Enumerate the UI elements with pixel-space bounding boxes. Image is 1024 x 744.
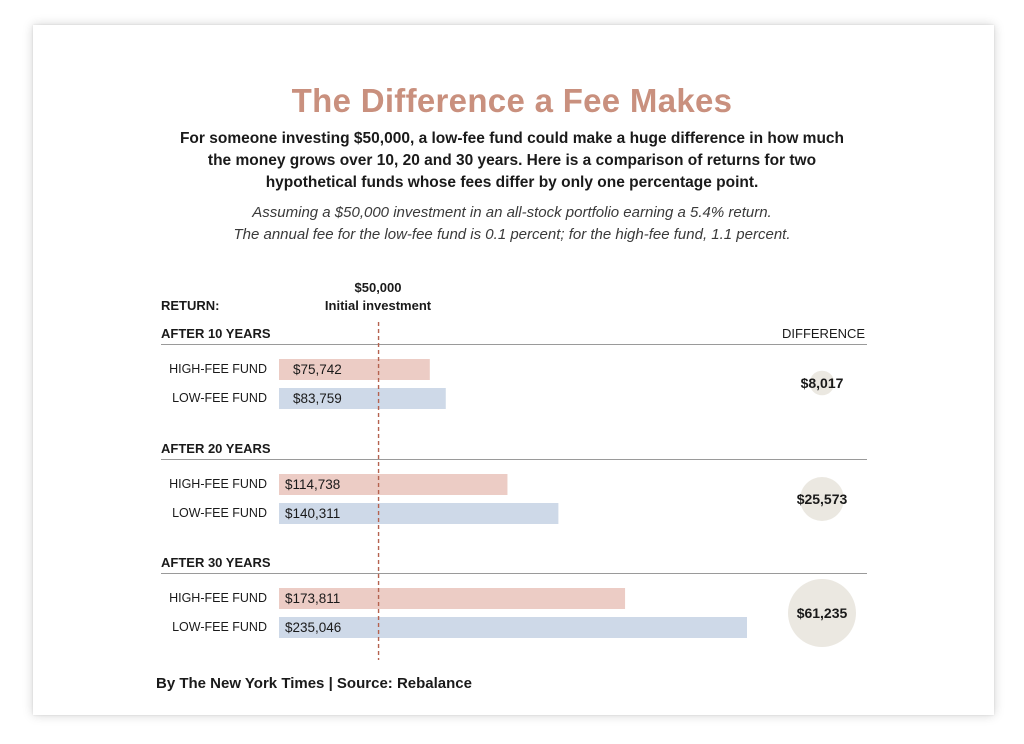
fund-label: HIGH-FEE FUND [169, 477, 267, 491]
fund-label: LOW-FEE FUND [172, 620, 267, 634]
difference-circle [788, 579, 856, 647]
bar-value-label: $114,738 [285, 477, 340, 492]
difference-circle [800, 477, 844, 521]
fund-label: LOW-FEE FUND [172, 506, 267, 520]
bar-value-label: $235,046 [285, 620, 341, 635]
group-divider [161, 459, 867, 460]
bar-low-fee [279, 503, 559, 524]
difference-value: $25,573 [797, 491, 848, 507]
difference-header: DIFFERENCE [782, 326, 866, 341]
difference-value: $61,235 [797, 605, 848, 621]
group-label: AFTER 30 YEARS [161, 555, 271, 570]
assumption-note-line-1: Assuming a $50,000 investment in an all-… [252, 204, 772, 221]
bar-value-label: $83,759 [293, 391, 342, 406]
difference-circle [809, 370, 835, 396]
initial-investment-label: Initial investment [324, 298, 432, 313]
bar-value-label: $140,311 [285, 506, 340, 521]
chart-subtitle: For someone investing $50,000, a low-fee… [179, 130, 845, 191]
initial-investment-value: $50,000 [354, 280, 402, 295]
fund-label: LOW-FEE FUND [172, 391, 267, 405]
return-label: RETURN: [161, 298, 220, 313]
group-label: AFTER 10 YEARS [161, 326, 271, 341]
fund-label: HIGH-FEE FUND [169, 362, 267, 376]
group-label: AFTER 20 YEARS [161, 441, 271, 456]
bar-high-fee [279, 359, 430, 380]
bar-value-label: $75,742 [293, 362, 342, 377]
bar-low-fee [279, 617, 747, 638]
chart-title: The Difference a Fee Makes [291, 82, 733, 119]
group-divider [161, 573, 867, 574]
bar-high-fee [279, 474, 508, 495]
bar-value-label: $173,811 [285, 591, 340, 606]
fund-label: HIGH-FEE FUND [169, 591, 267, 605]
group-divider [161, 344, 867, 345]
bar-high-fee [279, 588, 626, 609]
credit-line: By The New York Times | Source: Rebalanc… [156, 675, 472, 692]
assumption-note: Assuming a $50,000 investment in an all-… [170, 202, 854, 246]
assumption-note-line-2: The annual fee for the low-fee fund is 0… [233, 226, 791, 243]
bar-low-fee [279, 388, 446, 409]
difference-value: $8,017 [801, 375, 844, 391]
